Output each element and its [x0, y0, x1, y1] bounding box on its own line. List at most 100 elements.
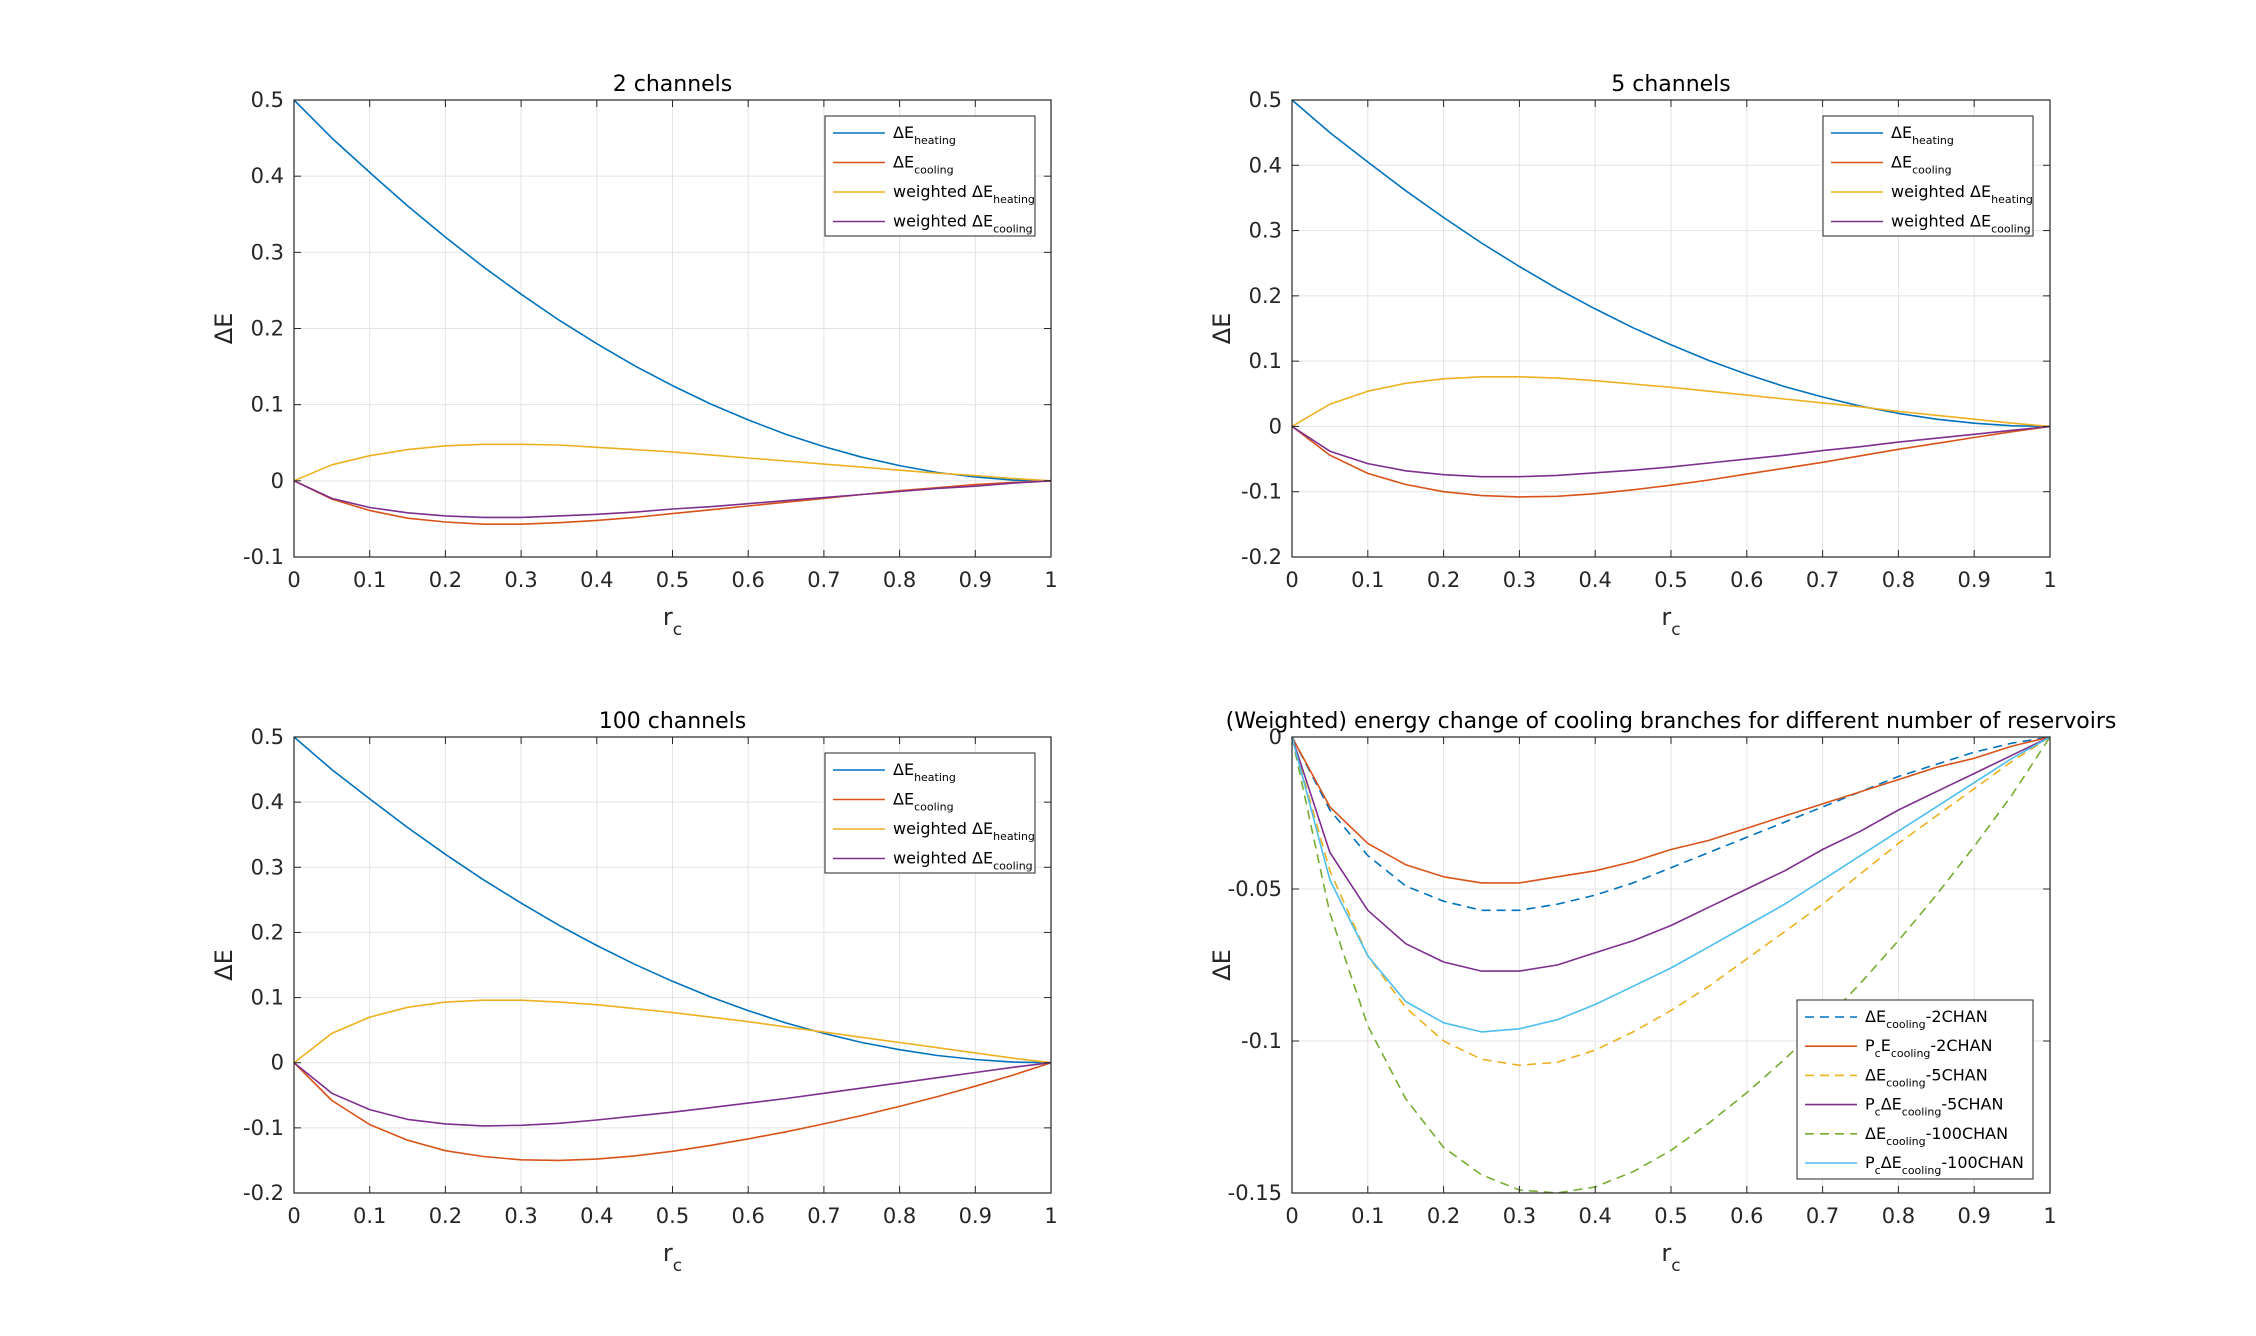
series-line-4	[1291, 425, 2051, 478]
y-tick-label: 0	[271, 1051, 284, 1075]
x-tick-label: 0.6	[1730, 1204, 1763, 1228]
y-tick-label: 0.1	[251, 393, 284, 417]
series-line-4	[293, 1061, 1052, 1127]
x-axis-label: rc	[1661, 603, 1680, 640]
x-tick-label: 0.6	[731, 568, 764, 592]
x-tick-label: 0.7	[807, 568, 840, 592]
x-tick-label: 1	[1044, 568, 1057, 592]
y-tick-label: -0.1	[1241, 1029, 1282, 1053]
legend-box	[1796, 999, 2034, 1180]
x-tick-label: 0.2	[1427, 1204, 1460, 1228]
series-line-4	[293, 480, 1052, 519]
x-tick-label: 0.3	[504, 1204, 537, 1228]
chart-title: (Weighted) energy change of cooling bran…	[1226, 709, 2117, 734]
chart-title: 2 channels	[613, 72, 733, 97]
x-tick-label: 0.4	[1578, 568, 1611, 592]
legend-label-4: weighted ΔEcooling	[893, 849, 1033, 873]
y-tick-label: 0.5	[1249, 88, 1282, 112]
legend: ΔEheating ΔEcooling weighted ΔEheating weig…	[1822, 115, 2034, 237]
x-tick-label: 0	[1285, 568, 1298, 592]
y-tick-label: 0.3	[1249, 219, 1282, 243]
x-tick-label: 0.8	[883, 568, 916, 592]
series-line-3	[293, 443, 1052, 482]
series-line-3	[1291, 736, 2051, 1067]
series-line-1	[293, 736, 1052, 1064]
x-tick-label: 0.5	[1654, 568, 1687, 592]
y-tick-label: 0.5	[251, 725, 284, 749]
legend-box	[1822, 115, 2034, 237]
legend-label-4: weighted ΔEcooling	[1891, 212, 2031, 236]
x-tick-label: 0.8	[883, 1204, 916, 1228]
series-line-3	[293, 999, 1052, 1064]
y-tick-label: -0.1	[243, 545, 284, 569]
y-tick-label: -0.05	[1228, 877, 1282, 901]
legend-label-6: PcΔEcooling-100CHAN	[1865, 1153, 2024, 1177]
series-line-1	[293, 99, 1052, 482]
chart-2: 0 0.1 0.2 0.3 0.4 0.5 0.6 0.7 0.8 0.9 1 -0.2 -0.1 0 0.…	[1208, 72, 2057, 640]
x-tick-label: 0.9	[1957, 568, 1990, 592]
series-line-2	[293, 1061, 1052, 1162]
x-tick-label: 0.9	[1957, 1204, 1990, 1228]
series-line-1	[1291, 736, 2051, 912]
legend-label-3: weighted ΔEheating	[893, 182, 1035, 206]
y-tick-label: 0.4	[251, 164, 284, 188]
y-tick-label: 0	[1269, 725, 1282, 749]
chart-4: 0 0.1 0.2 0.3 0.4 0.5 0.6 0.7 0.8 0.9 1 -0.15 -0.1 -0…	[1208, 709, 2116, 1276]
series-line-2	[1291, 736, 2051, 884]
x-tick-label: 0.2	[1427, 568, 1460, 592]
y-tick-label: 0.3	[251, 855, 284, 879]
y-tick-label: 0.1	[1249, 349, 1282, 373]
legend-label-1: ΔEheating	[1891, 123, 1954, 147]
x-tick-label: 0	[287, 1204, 300, 1228]
legend-label-3: weighted ΔEheating	[893, 819, 1035, 843]
y-tick-label: 0	[271, 469, 284, 493]
y-axis-label: ΔE	[1208, 949, 1236, 981]
x-axis-label: rc	[663, 603, 682, 640]
legend-label-1: ΔEheating	[893, 123, 956, 147]
x-tick-label: 0.3	[1503, 568, 1536, 592]
y-tick-label: -0.2	[243, 1181, 284, 1205]
y-tick-label: 0	[1269, 414, 1282, 438]
y-axis-label: ΔE	[1208, 313, 1236, 345]
y-tick-label: -0.1	[243, 1116, 284, 1140]
x-tick-label: 0.4	[580, 1204, 613, 1228]
legend-label-2: PcEcooling-2CHAN	[1865, 1036, 1992, 1060]
chart-title: 5 channels	[1611, 72, 1731, 97]
x-axis-label: rc	[663, 1239, 682, 1276]
x-tick-label: 0.1	[353, 568, 386, 592]
chart-title: 100 channels	[599, 709, 747, 734]
y-tick-label: -0.2	[1241, 545, 1282, 569]
x-tick-label: 0.2	[429, 1204, 462, 1228]
y-axis-label: ΔE	[210, 949, 238, 981]
x-tick-label: 0.1	[353, 1204, 386, 1228]
y-tick-label: 0.4	[251, 790, 284, 814]
y-tick-label: 0.1	[251, 986, 284, 1010]
x-tick-label: 0.3	[1503, 1204, 1536, 1228]
x-tick-label: 0.7	[1806, 1204, 1839, 1228]
series-line-6	[1291, 736, 2051, 1033]
chart-1: 0 0.1 0.2 0.3 0.4 0.5 0.6 0.7 0.8 0.9 1-0.100.10.2…	[210, 72, 1058, 640]
x-tick-label: 0	[1285, 1204, 1298, 1228]
x-tick-label: 0.7	[807, 1204, 840, 1228]
series-line-2	[1291, 425, 2051, 498]
y-tick-label: 0.2	[1249, 284, 1282, 308]
legend: ΔEheating ΔEcooling weighted ΔEheating weig…	[824, 115, 1036, 237]
y-axis-label: ΔE	[210, 313, 238, 345]
series-line-5	[1291, 736, 2051, 1194]
legend: ΔEheating ΔEcooling weighted ΔEheating weig…	[824, 752, 1036, 874]
series-line-4	[1291, 736, 2051, 972]
y-tick-label: 0.4	[1249, 153, 1282, 177]
x-tick-label: 0.1	[1351, 568, 1384, 592]
x-tick-label: 0.9	[959, 1204, 992, 1228]
legend-label-2: ΔEcooling	[1891, 153, 1952, 177]
y-tick-label: -0.1	[1241, 480, 1282, 504]
series-line-1	[1291, 99, 2051, 428]
legend: ΔEcooling-2CHAN PcEcooling-2CHAN ΔEcooling…	[1796, 999, 2034, 1180]
legend-label-2: ΔEcooling	[893, 153, 954, 177]
legend-label-1: ΔEheating	[893, 760, 956, 784]
x-tick-label: 0.9	[959, 568, 992, 592]
y-tick-label: 0.3	[251, 240, 284, 264]
chart-3: 0 0.1 0.2 0.3 0.4 0.5 0.6 0.7 0.8 0.9 1 -0.2 -0.1 0 0.…	[210, 709, 1058, 1276]
legend-label-4: weighted ΔEcooling	[893, 212, 1033, 236]
